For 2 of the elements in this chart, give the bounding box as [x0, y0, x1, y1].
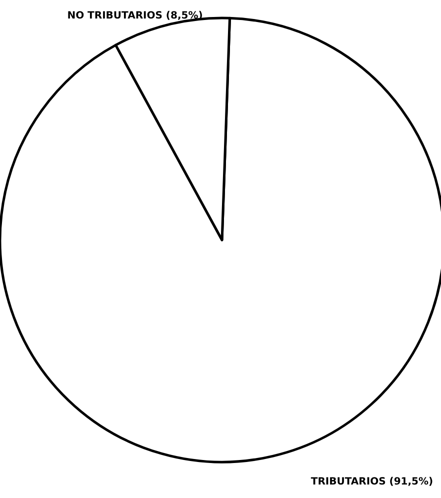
slice-label: NO TRIBUTARIOS (8,5%): [67, 10, 203, 22]
slice-label: TRIBUTARIOS (91,5%): [310, 476, 434, 488]
